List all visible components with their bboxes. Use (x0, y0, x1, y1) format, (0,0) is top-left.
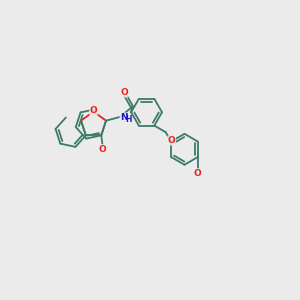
Text: H: H (125, 115, 131, 124)
Text: O: O (90, 106, 98, 115)
Text: N: N (120, 113, 127, 122)
Text: O: O (168, 136, 176, 145)
Text: O: O (99, 145, 106, 154)
Text: O: O (194, 169, 202, 178)
Text: O: O (120, 88, 128, 97)
